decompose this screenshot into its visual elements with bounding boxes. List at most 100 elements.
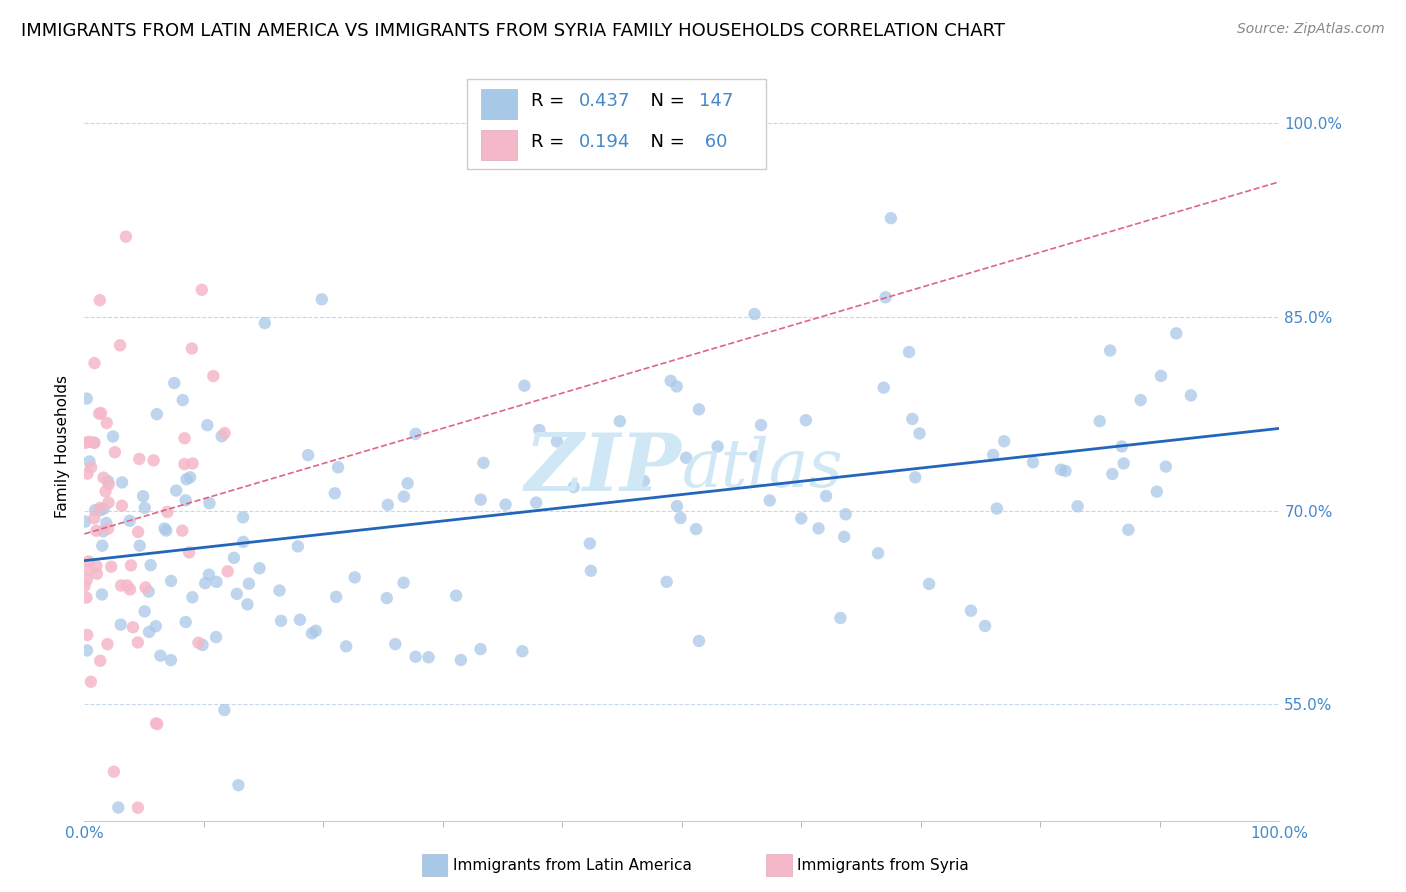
Point [323,486,346,500]
Point [986,501,1008,516]
Point [176,472,198,486]
Point [198,567,221,582]
Point [145,716,167,731]
Point [110,578,132,592]
Point [392,575,415,590]
Point [495,498,517,512]
Point [83,356,105,370]
Point [305,624,328,638]
Point [205,630,228,644]
Text: R =: R = [531,93,571,111]
Point [83,435,105,450]
Point [86,566,108,581]
Point [91,524,114,539]
Point [89,654,111,668]
Point [470,642,492,657]
Point [191,638,214,652]
Point [993,434,1015,449]
Point [325,590,347,604]
Point [97,474,120,488]
Point [270,614,292,628]
Point [744,307,766,321]
Point [217,565,239,579]
Point [76,467,98,481]
Point [249,561,271,575]
Point [89,503,111,517]
Point [510,644,533,658]
Point [706,440,728,454]
Point [1166,326,1188,341]
Point [377,498,399,512]
Point [1050,463,1073,477]
Point [132,489,155,503]
Point [153,522,176,536]
Point [77,554,100,568]
Point [562,480,585,494]
Point [214,703,236,717]
Point [101,429,124,443]
Point [901,412,924,426]
Point [97,477,120,491]
Point [546,434,568,449]
Point [128,452,150,467]
Point [974,619,997,633]
Point [749,418,772,433]
Point [815,489,838,503]
Point [214,426,236,441]
Point [127,635,149,649]
Point [142,453,165,467]
Point [139,558,162,573]
Text: 147: 147 [699,93,733,111]
Point [326,460,349,475]
Point [138,624,160,639]
Point [111,475,134,490]
Point [127,524,149,539]
Point [194,576,217,591]
Point [118,582,141,597]
Point [578,536,600,550]
Point [1054,464,1077,478]
Text: Immigrants from Syria: Immigrants from Syria [797,858,969,872]
Point [163,376,186,390]
Point [236,597,259,611]
Point [1154,459,1177,474]
Point [918,577,941,591]
Point [77,564,100,578]
Text: atlas: atlas [682,436,844,501]
Point [91,539,114,553]
Point [100,559,122,574]
Point [375,591,398,605]
Text: R =: R = [531,133,571,151]
FancyBboxPatch shape [481,89,517,120]
Point [103,764,125,779]
Point [174,615,197,629]
Point [172,393,194,408]
Point [76,628,98,642]
Point [1022,455,1045,469]
Point [165,483,187,498]
Point [524,495,547,509]
Point [873,381,896,395]
Point [134,604,156,618]
Point [1111,439,1133,453]
Point [187,636,209,650]
Point [160,574,183,588]
Point [1180,388,1202,402]
Text: 60: 60 [699,133,727,151]
Point [981,448,1004,462]
Point [665,499,688,513]
Point [76,643,98,657]
Point [96,516,118,530]
Point [898,345,921,359]
Point [960,604,983,618]
Point [269,583,291,598]
Point [108,338,131,352]
Point [120,558,142,573]
Point [89,407,111,421]
Point [198,496,221,510]
Point [149,648,172,663]
Point [794,413,817,427]
Point [76,573,98,587]
Point [115,578,138,592]
Point [311,293,333,307]
